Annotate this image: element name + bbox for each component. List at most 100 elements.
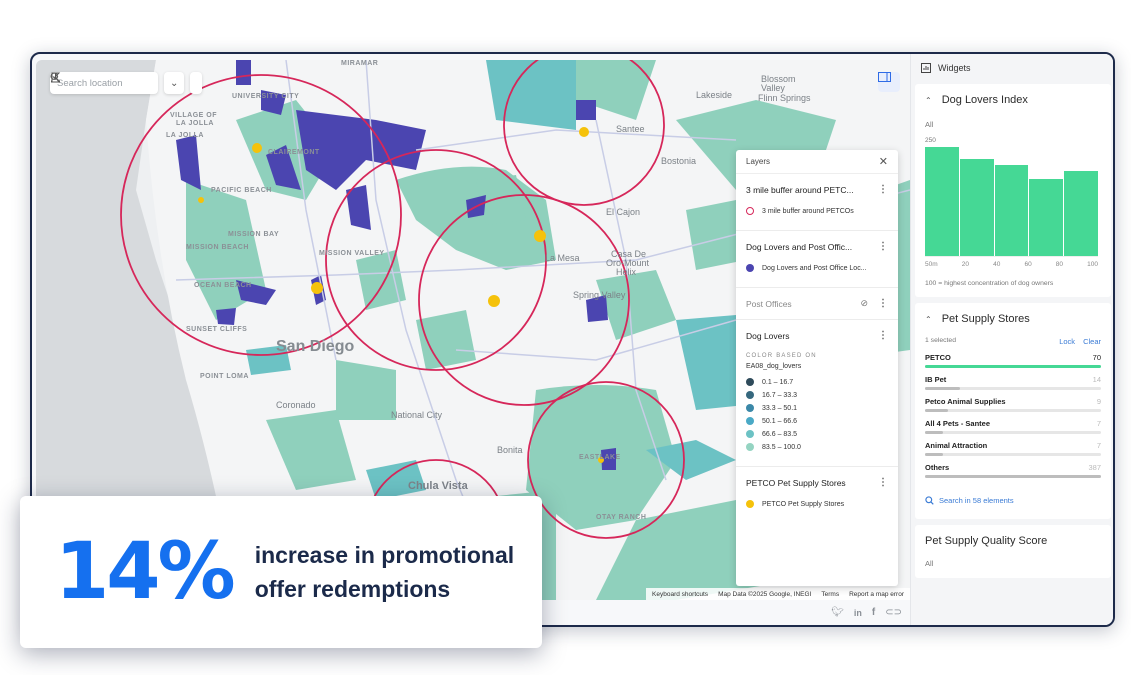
chevron-down-icon[interactable]: ⌄ — [170, 77, 179, 89]
widget-dog-lovers-index: ⌃ Dog Lovers Index All 250 50m 20 40 60 80 100… — [915, 84, 1111, 297]
share-bar: 🐦︎ in f ⊂⊃ — [36, 600, 910, 625]
search-link-label: Search in 58 elements — [939, 496, 1014, 505]
map-place-label: Lakeside — [696, 90, 733, 100]
layers-title: Layers — [746, 157, 771, 166]
layer-dog-lovers-post-offices[interactable]: Dog Lovers and Post Offic... ⋮ Dog Lovers… — [736, 231, 898, 288]
histogram-bar[interactable] — [925, 147, 959, 256]
filter-label: All — [925, 120, 934, 129]
map-place-label: OCEAN BEACH — [194, 282, 252, 289]
y-max-label: 250 — [925, 137, 936, 144]
map-place-label: MISSION BEACH — [186, 244, 249, 251]
map-place-label: LA JOLLA — [176, 120, 214, 127]
progress-track — [925, 453, 1101, 456]
more-options-icon[interactable]: ⋮ — [878, 298, 888, 309]
stat-callout-card: 14% increase in promotional offer redemp… — [20, 496, 542, 648]
class-range-label: 66.6 – 83.5 — [762, 430, 798, 438]
map-place-label: Flinn Springs — [758, 93, 811, 103]
twitter-icon[interactable]: 🐦︎ — [831, 607, 844, 618]
x-tick-label: 60 — [1024, 261, 1032, 268]
stat-description: increase in promotional offer redemption… — [255, 538, 514, 606]
eye-off-icon[interactable]: ⊘ — [860, 298, 868, 308]
class-range-label: 83.5 – 100.0 — [762, 443, 801, 451]
map-data-credit: Map Data ©2025 Google, INEGI — [718, 590, 812, 598]
more-options-icon[interactable]: ⋮ — [878, 184, 888, 195]
stat-value: 14% — [55, 527, 236, 617]
map-place-label: EASTLAKE — [579, 454, 621, 461]
histogram-bar[interactable] — [1029, 178, 1064, 256]
store-category-row[interactable]: All 4 Pets - Santee 7 — [925, 419, 1101, 434]
layer-title: Post Offices — [746, 298, 792, 309]
legend-label: PETCO Pet Supply Stores — [762, 500, 845, 508]
map-place-label: El Cajon — [606, 207, 641, 217]
chart-note: 100 = highest concentration of dog owner… — [925, 280, 1054, 287]
class-range-label: 0.1 – 16.7 — [762, 378, 794, 386]
widget-title: Pet Supply Quality Score — [925, 535, 1048, 547]
histogram-bar[interactable] — [994, 165, 1029, 256]
store-category-row[interactable]: Others 387 — [925, 463, 1101, 478]
store-category-row[interactable]: PETCO 70 — [925, 353, 1101, 368]
store-count: 7 — [1096, 441, 1101, 450]
x-tick-label: 80 — [1055, 261, 1064, 268]
progress-fill — [925, 365, 1101, 368]
draw-tool-button[interactable]: ⌄ — [51, 72, 185, 94]
store-name: All 4 Pets - Santee — [925, 419, 991, 428]
layer-buffer[interactable]: 3 mile buffer around PETC... ⋮ 3 mile buf… — [736, 174, 898, 231]
x-axis-ticks: 50m 20 40 60 80 100 — [925, 261, 1098, 268]
more-options-icon[interactable]: ⋮ — [878, 330, 888, 341]
class-legend-row: 16.7 – 33.3 — [746, 391, 888, 399]
store-name: Animal Attraction — [925, 441, 988, 450]
layer-post-offices[interactable]: Post Offices ⊘ ⋮ — [736, 288, 898, 320]
histogram-bar[interactable] — [1064, 170, 1098, 256]
more-options-icon[interactable]: ⋮ — [878, 477, 888, 488]
layer-dog-lovers[interactable]: Dog Lovers ⋮ COLOR BASED ON EA08_dog_love… — [736, 320, 898, 467]
search-elements-link[interactable]: Search in 58 elements — [925, 496, 1101, 505]
progress-fill — [925, 453, 943, 456]
map-place-label: Bonita — [497, 445, 523, 455]
map-place-label: MISSION BAY — [228, 231, 280, 238]
store-name: PETCO — [925, 353, 951, 362]
store-category-row[interactable]: Petco Animal Supplies 9 — [925, 397, 1101, 412]
class-legend-row: 0.1 – 16.7 — [746, 378, 888, 386]
store-name: IB Pet — [925, 375, 947, 384]
collapse-caret-icon[interactable]: ⌃ — [925, 95, 932, 105]
layer-title: Dog Lovers — [746, 330, 790, 341]
download-button[interactable] — [51, 72, 203, 94]
store-category-row[interactable]: IB Pet 14 — [925, 375, 1101, 390]
map-place-label: PACIFIC BEACH — [211, 187, 272, 194]
histogram-bar[interactable] — [959, 158, 994, 256]
bar-chart-icon — [921, 63, 931, 73]
color-swatch-icon — [746, 404, 754, 412]
link-icon[interactable]: ⊂⊃ — [885, 607, 902, 618]
collapse-caret-icon[interactable]: ⌃ — [925, 314, 932, 324]
toggle-panel-button[interactable] — [878, 72, 900, 92]
layers-header: Layers ✕ — [736, 150, 898, 174]
widget-title: Pet Supply Stores — [941, 313, 1030, 325]
stat-line-2: offer redemptions — [254, 576, 451, 602]
class-legend-row: 66.6 – 83.5 — [746, 430, 888, 438]
search-placeholder: Search location — [57, 77, 123, 89]
class-legend-row: 50.1 – 66.6 — [746, 417, 888, 425]
lock-button[interactable]: Lock — [1059, 337, 1076, 346]
sidebar-panel-icon — [878, 72, 891, 82]
more-options-icon[interactable]: ⋮ — [878, 241, 888, 252]
linkedin-icon[interactable]: in — [853, 607, 862, 618]
progress-track — [925, 475, 1101, 478]
search-location-input[interactable]: Search location — [50, 72, 158, 94]
widget-quality-score: Pet Supply Quality Score All — [915, 525, 1111, 578]
color-swatch-icon — [746, 391, 754, 399]
close-icon[interactable]: ✕ — [878, 156, 888, 168]
layer-petco-stores[interactable]: PETCO Pet Supply Stores ⋮ PETCO Pet Suppl… — [736, 467, 898, 523]
report-map-error-link[interactable]: Report a map error — [849, 590, 904, 598]
map-toolbar: Search location ⌄ — [50, 72, 203, 94]
store-category-row[interactable]: Animal Attraction 7 — [925, 441, 1101, 456]
layers-panel: Layers ✕ 3 mile buffer around PETC... ⋮ 3… — [736, 150, 898, 586]
facebook-icon[interactable]: f — [871, 607, 876, 618]
terms-link[interactable]: Terms — [821, 590, 840, 598]
keyboard-shortcuts-link[interactable]: Keyboard shortcuts — [652, 590, 709, 598]
clear-button[interactable]: Clear — [1083, 337, 1101, 346]
selected-count: 1 selected — [925, 337, 956, 344]
map-place-label: LA JOLLA — [166, 132, 204, 139]
color-swatch-icon — [746, 430, 754, 438]
progress-fill — [925, 387, 961, 390]
map-place-label: Casa De — [611, 249, 647, 259]
